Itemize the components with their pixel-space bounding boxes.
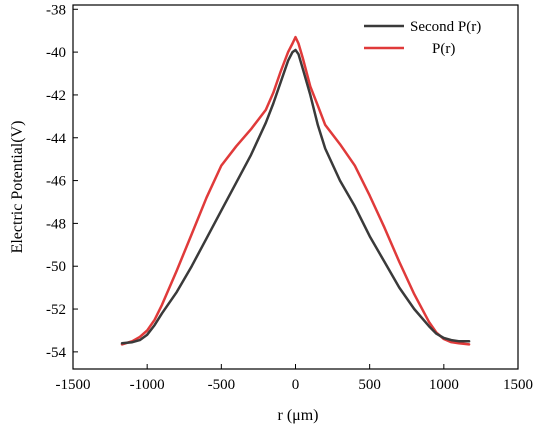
plot-frame (72, 4, 519, 370)
y-tick-label: -52 (46, 302, 66, 318)
series-layer (120, 35, 471, 346)
axis-ticks: -1500 -1000 -500 0 500 1000 1500 -38 -40 -42 -44 -4… (46, 2, 533, 393)
legend-label-p: P(r) (432, 41, 455, 57)
y-tick-label: -38 (46, 2, 66, 18)
x-tick-label: -1500 (56, 377, 91, 393)
y-tick-label: -54 (46, 345, 66, 361)
y-tick-label: -48 (46, 216, 66, 232)
series-line-p (120, 35, 471, 346)
x-tick-label: 1000 (429, 377, 459, 393)
x-tick-label: 0 (292, 377, 300, 393)
x-tick-label: -1000 (130, 377, 165, 393)
legend: Second P(r) P(r) (364, 19, 481, 57)
y-tick-label: -50 (46, 259, 66, 275)
x-tick-label: 1500 (503, 377, 533, 393)
y-tick-label: -42 (46, 88, 66, 104)
y-tick-label: -40 (46, 45, 66, 61)
x-tick-label: 500 (358, 377, 381, 393)
legend-label-second-p: Second P(r) (410, 19, 481, 35)
x-tick-label: -500 (208, 377, 236, 393)
y-tick-label: -44 (46, 131, 66, 147)
y-tick-label: -46 (46, 174, 66, 190)
x-axis-title: r (μm) (277, 407, 318, 424)
series-line-second-p (120, 48, 471, 345)
y-axis-title: Electric Potential(V) (9, 121, 26, 254)
